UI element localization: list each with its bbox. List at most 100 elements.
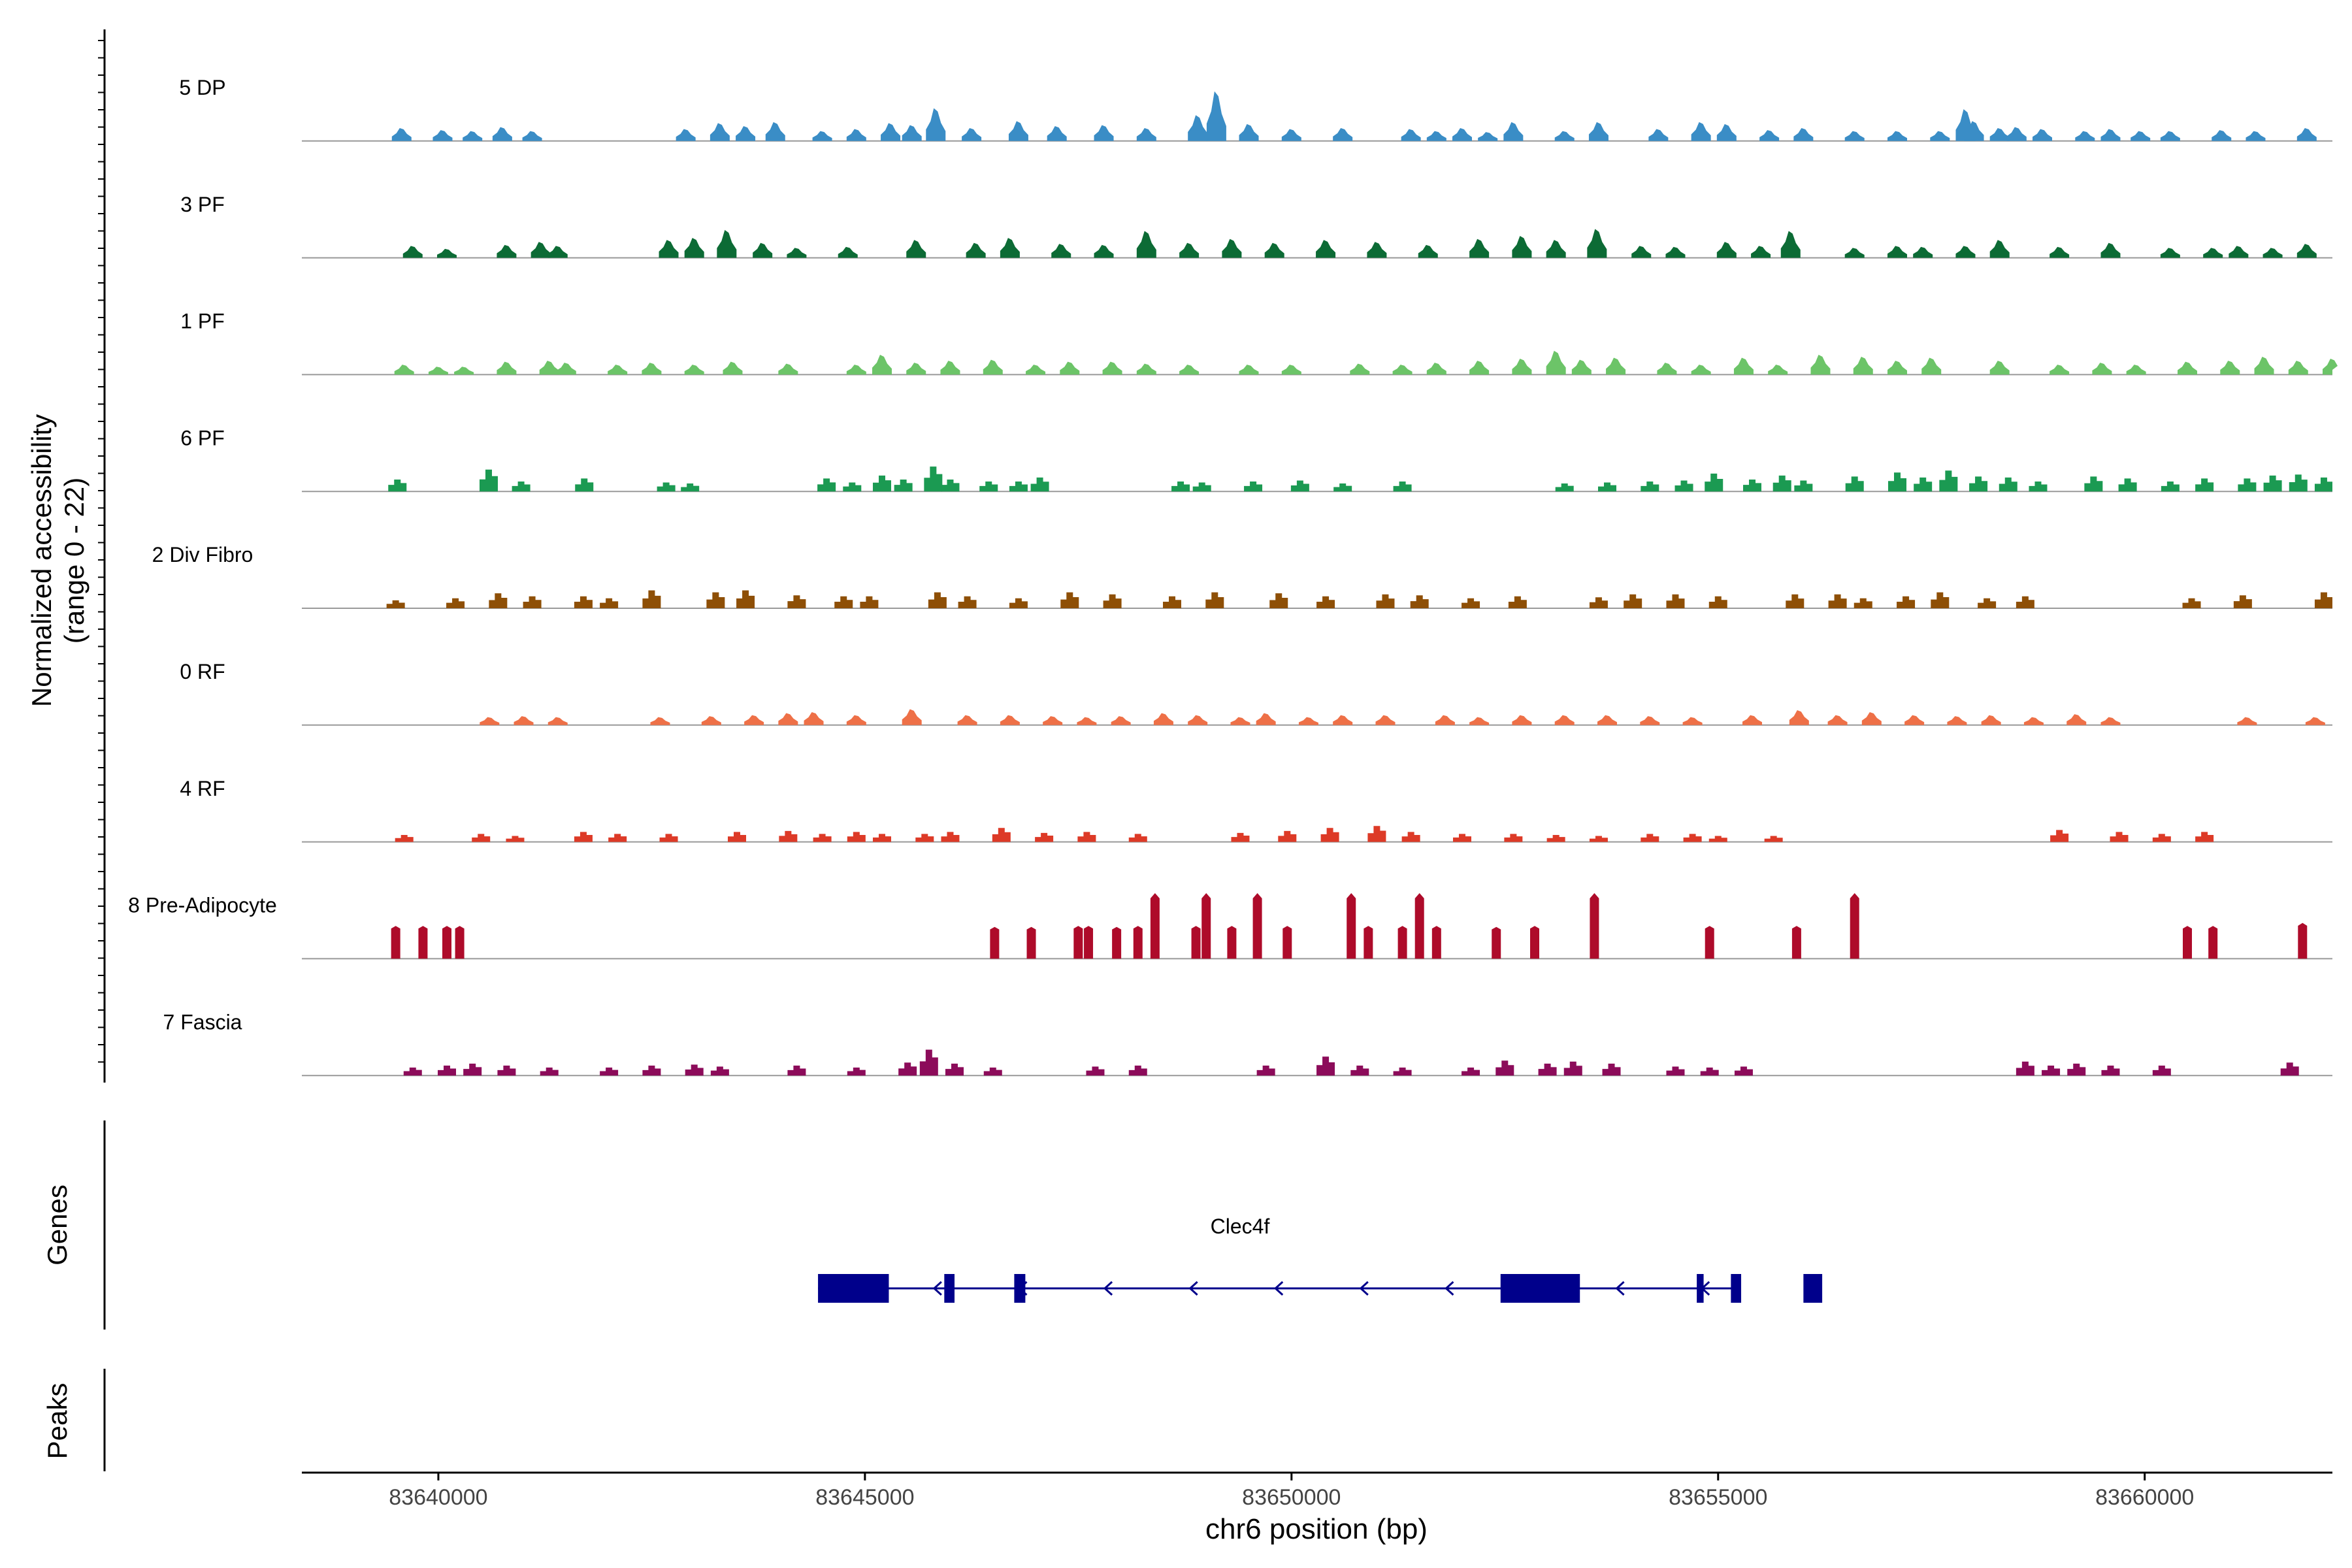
coverage-peak bbox=[765, 122, 785, 141]
coverage-peak bbox=[1375, 715, 1396, 725]
coverage-peak bbox=[540, 1068, 559, 1076]
coverage-peak bbox=[522, 131, 542, 141]
coverage-peak bbox=[492, 127, 512, 141]
track-label: 5 DP bbox=[179, 76, 225, 99]
coverage-peak bbox=[2208, 926, 2218, 959]
track-3-pf: 3 PF bbox=[180, 193, 2332, 259]
coverage-peak bbox=[728, 832, 746, 842]
coverage-peak bbox=[957, 715, 977, 725]
coverage-peak bbox=[838, 246, 858, 258]
coverage-peak bbox=[1939, 470, 1958, 492]
coverage-peak bbox=[1508, 596, 1527, 608]
track-7-fascia: 7 Fascia bbox=[163, 1010, 2332, 1077]
coverage-peak bbox=[1269, 593, 1288, 608]
coverage-peak bbox=[924, 466, 943, 492]
y-axis-label-line1: Normalized accessibility bbox=[26, 414, 57, 707]
coverage-peak bbox=[2246, 131, 2266, 141]
coverage-peak bbox=[1256, 713, 1276, 725]
coverage-peak bbox=[2238, 478, 2257, 492]
coverage-peak bbox=[523, 596, 542, 608]
coverage-peak bbox=[1000, 715, 1020, 725]
coverage-tracks: 5 DP 3 PF 1 PF 6 PF 2 Div Fibro 0 RF 4 RF 8 Pre… bbox=[128, 76, 2338, 1077]
coverage-peak bbox=[2042, 1065, 2061, 1076]
coverage-peak bbox=[1768, 365, 1788, 375]
coverage-peak bbox=[860, 596, 879, 608]
coverage-peak bbox=[1733, 357, 1754, 375]
coverage-peak bbox=[1026, 926, 1036, 959]
coverage-peak bbox=[1780, 231, 1801, 258]
coverage-peak bbox=[395, 834, 414, 842]
strand-arrow bbox=[1445, 1281, 1454, 1296]
coverage-peak bbox=[433, 130, 453, 141]
coverage-peak bbox=[1554, 131, 1575, 141]
coverage-peak bbox=[1397, 926, 1407, 959]
coverage-peak bbox=[2100, 129, 2121, 141]
coverage-peak bbox=[1705, 473, 1723, 492]
coverage-peak bbox=[1512, 236, 1532, 258]
coverage-peak bbox=[388, 479, 407, 492]
coverage-peak bbox=[1969, 476, 1988, 492]
coverage-peak bbox=[1512, 715, 1532, 725]
coverage-peak bbox=[940, 361, 960, 375]
exon bbox=[1014, 1274, 1026, 1303]
coverage-peak bbox=[547, 246, 568, 258]
coverage-peak bbox=[1786, 594, 1805, 608]
coverage-peak bbox=[906, 363, 926, 375]
track-5-dp: 5 DP bbox=[179, 76, 2332, 142]
coverage-peak bbox=[1281, 129, 1301, 141]
coverage-peak bbox=[600, 598, 619, 608]
coverage-peak bbox=[1827, 715, 1848, 725]
x-axis: 83640000 83645000 83650000 83655000 83660000 bbox=[302, 1471, 2332, 1510]
strand-arrow bbox=[932, 1281, 942, 1296]
coverage-peak bbox=[1469, 238, 1490, 258]
coverage-peak bbox=[1426, 131, 1446, 141]
coverage-peak bbox=[600, 1068, 619, 1076]
coverage-peak bbox=[659, 240, 679, 258]
coverage-peak bbox=[684, 238, 704, 258]
coverage-peak bbox=[846, 365, 866, 375]
coverage-peak bbox=[1364, 926, 1373, 959]
coverage-peak bbox=[1538, 1063, 1557, 1076]
coverage-peak bbox=[1453, 834, 1471, 842]
coverage-peak bbox=[813, 834, 832, 842]
coverage-peak bbox=[2152, 1065, 2171, 1076]
coverage-peak bbox=[1648, 129, 1669, 141]
coverage-peak bbox=[1103, 594, 1122, 608]
track-label: 0 RF bbox=[180, 660, 225, 683]
coverage-peak bbox=[1084, 926, 1094, 959]
coverage-peak bbox=[1853, 357, 1873, 375]
coverage-peak bbox=[1708, 596, 1727, 608]
coverage-peak bbox=[2262, 248, 2283, 258]
coverage-peak bbox=[1716, 242, 1737, 258]
coverage-peak bbox=[1435, 715, 1455, 725]
exon bbox=[1500, 1274, 1580, 1303]
coverage-peak bbox=[906, 240, 926, 258]
track-label: 8 Pre-Adipocyte bbox=[128, 894, 277, 917]
coverage-peak bbox=[437, 248, 457, 258]
coverage-peak bbox=[1554, 715, 1575, 725]
coverage-peak bbox=[1742, 715, 1762, 725]
coverage-peak bbox=[1278, 830, 1297, 842]
coverage-peak bbox=[479, 469, 498, 492]
exon bbox=[1697, 1274, 1704, 1303]
coverage-peak bbox=[2212, 130, 2232, 141]
coverage-peak bbox=[497, 361, 517, 375]
coverage-peak bbox=[1598, 482, 1616, 492]
coverage-peak bbox=[1931, 592, 1950, 608]
coverage-peak bbox=[2289, 474, 2308, 492]
coverage-peak bbox=[1989, 240, 2010, 258]
coverage-peak bbox=[1205, 592, 1224, 608]
coverage-peak bbox=[1094, 244, 1114, 258]
coverage-peak bbox=[2029, 481, 2048, 492]
coverage-peak bbox=[979, 481, 998, 492]
coverage-peak bbox=[1410, 595, 1429, 608]
coverage-peak bbox=[1546, 240, 1566, 258]
coverage-peak bbox=[1035, 832, 1054, 842]
coverage-peak bbox=[1264, 242, 1284, 258]
strand-arrow bbox=[1615, 1281, 1625, 1296]
coverage-peak bbox=[1239, 123, 1259, 141]
coverage-peak bbox=[1999, 477, 2017, 492]
coverage-peak bbox=[1230, 717, 1250, 725]
coverage-peak bbox=[736, 590, 755, 608]
coverage-peak bbox=[1320, 828, 1339, 842]
